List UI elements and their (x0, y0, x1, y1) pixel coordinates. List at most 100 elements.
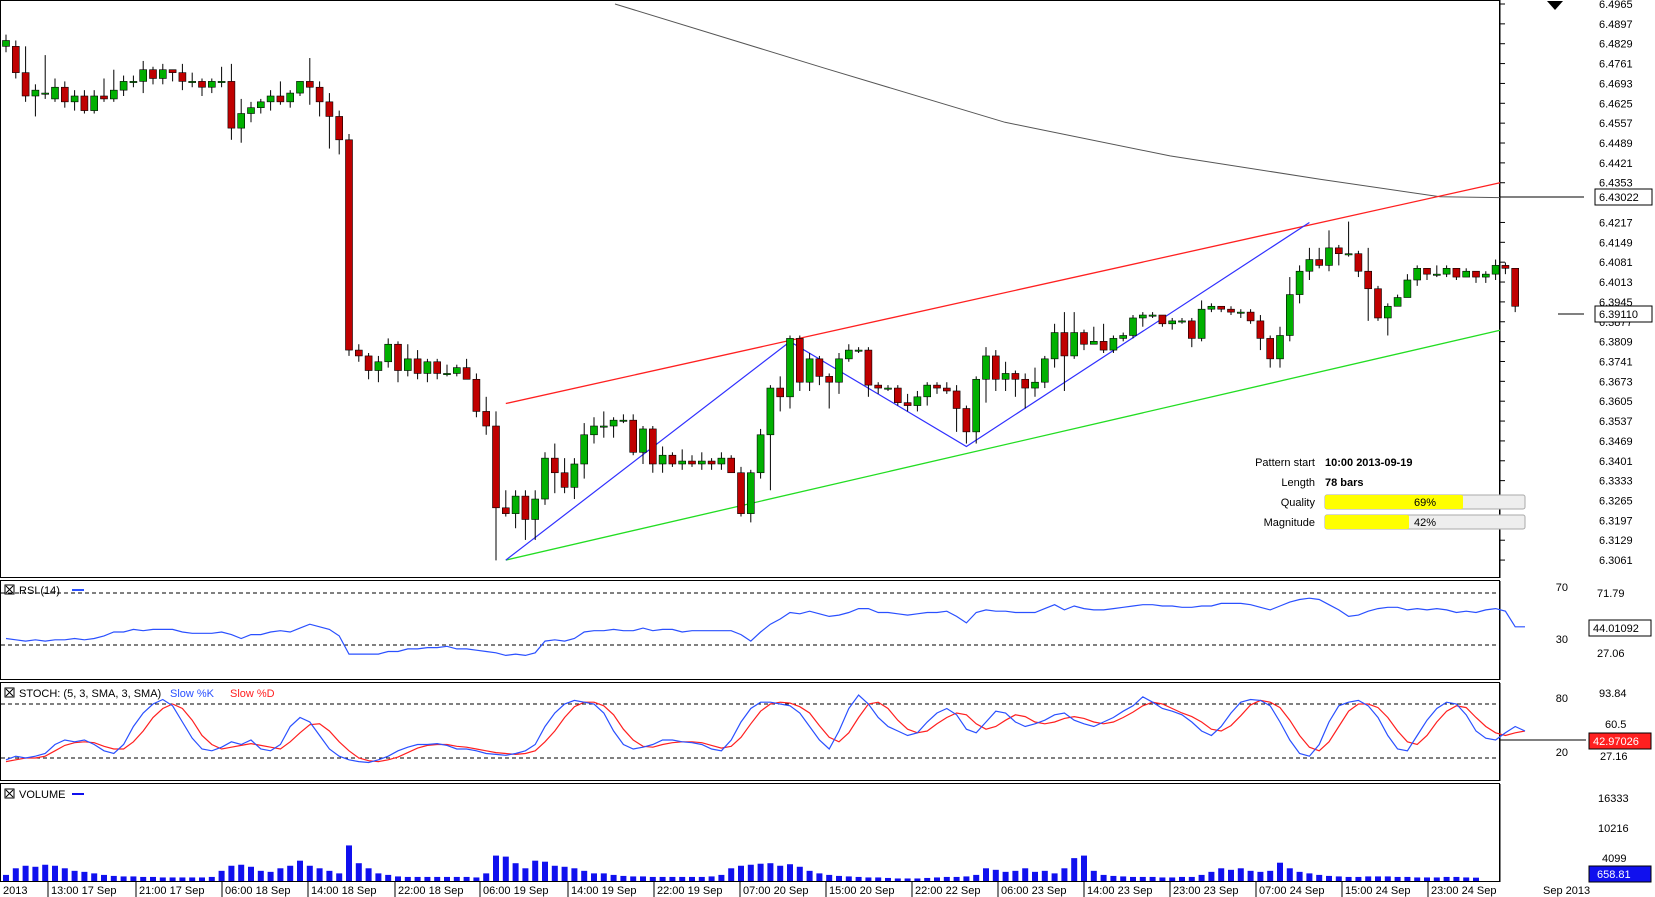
pattern-start-label: Pattern start (1255, 457, 1315, 469)
candle (903, 393, 912, 412)
candle-body (972, 378, 981, 433)
candle (599, 411, 608, 438)
time-tick-label: 07:00 24 Sep (1259, 885, 1324, 897)
volume-bar (855, 876, 862, 881)
volume-bar (698, 876, 705, 881)
candle-body (962, 408, 971, 433)
candle-body (2, 40, 10, 47)
candle (874, 382, 883, 394)
volume-bar (1218, 868, 1225, 881)
volume-bar (1090, 870, 1097, 881)
volume-bar (1130, 876, 1136, 881)
volume-bar (659, 876, 666, 881)
candle-body (413, 358, 422, 374)
candle-body (541, 457, 549, 500)
candle (884, 385, 892, 391)
volume-axis-mid: 10216 (1598, 823, 1629, 835)
candle-body (1041, 358, 1049, 383)
candle (374, 355, 383, 383)
candle-body (795, 338, 804, 383)
candle-body (1227, 308, 1235, 313)
candle (766, 385, 775, 491)
candle-body (1188, 320, 1196, 339)
price-tick-label: 6.4421 (1599, 158, 1633, 170)
candle (1305, 247, 1314, 280)
candle-body (756, 434, 765, 474)
candle-body (208, 81, 216, 88)
candle (315, 81, 324, 117)
candle-body (1031, 381, 1039, 389)
candle-body (1021, 378, 1030, 389)
rsi-title: RSI (14) (19, 585, 60, 597)
stoch-axis-low: 27.16 (1600, 751, 1628, 763)
volume-bar (1384, 876, 1391, 881)
volume-bar (679, 876, 686, 881)
candle (1452, 268, 1461, 280)
candle-body (1119, 335, 1127, 339)
candle (149, 66, 157, 85)
volume-axis-low: 4099 (1602, 853, 1626, 865)
volume-bar (610, 874, 617, 881)
upper-channel-line (505, 182, 1501, 405)
candle-body (1207, 305, 1216, 310)
candle (1276, 326, 1284, 368)
stoch-panel[interactable] (0, 682, 1500, 781)
candle-body (521, 495, 530, 520)
candle (580, 423, 589, 479)
volume-bar (1463, 877, 1470, 881)
volume-bar (836, 875, 842, 881)
price-tick-label: 6.4217 (1599, 217, 1633, 229)
volume-bar (424, 876, 431, 881)
volume-bar (414, 876, 421, 881)
volume-bar (1316, 874, 1323, 881)
volume-bar (522, 868, 529, 881)
candle-body (893, 387, 902, 403)
candle (1472, 270, 1480, 283)
candle-body (1129, 317, 1137, 336)
candle-body (835, 358, 843, 383)
lower-channel-line (505, 329, 1501, 561)
candle (188, 72, 196, 88)
volume-bar (1267, 870, 1274, 881)
candle-body (629, 419, 638, 453)
candle (256, 98, 265, 114)
volume-bar (326, 870, 333, 881)
volume-bar (159, 877, 166, 881)
time-tick-label: 06:00 23 Sep (1001, 885, 1066, 897)
price-axis: 6.4965 6.4897 6.4829 6.4761 6.4693 6.4625 6.45… (1500, 0, 1633, 567)
candle-body (1178, 320, 1186, 323)
volume-bar (816, 873, 823, 881)
candle-body (590, 425, 598, 436)
candle (746, 469, 755, 523)
candle (688, 455, 696, 467)
candle (413, 350, 422, 380)
current-price-tag-text: 6.39110 (1599, 309, 1638, 321)
candle-body (511, 495, 520, 514)
candle (1374, 285, 1382, 321)
candle (982, 347, 990, 403)
volume-bar (1139, 876, 1146, 881)
candle-body (1168, 320, 1176, 325)
candle (217, 66, 226, 88)
candle-body (80, 95, 89, 111)
candle (335, 110, 344, 155)
candle-body (580, 434, 589, 465)
volume-bar (934, 877, 940, 881)
time-tick-label: 22:00 22 Sep (915, 885, 980, 897)
time-tick-label: Sep 2013 (1543, 885, 1590, 897)
rsi-panel[interactable] (0, 580, 1500, 680)
volume-bar (1247, 870, 1254, 881)
volume-bar (718, 874, 725, 881)
candle-body (129, 81, 138, 83)
candle (825, 373, 834, 409)
time-tick-label: 14:00 19 Sep (571, 885, 636, 897)
candle-body (1305, 259, 1314, 272)
candle-body (1384, 305, 1392, 319)
volume-bar (42, 864, 49, 881)
volume-current-tag-box (1588, 865, 1652, 883)
candle (815, 355, 824, 386)
candle-body (364, 355, 373, 371)
candle (305, 58, 314, 105)
stoch-d-label: Slow %D (230, 688, 275, 700)
